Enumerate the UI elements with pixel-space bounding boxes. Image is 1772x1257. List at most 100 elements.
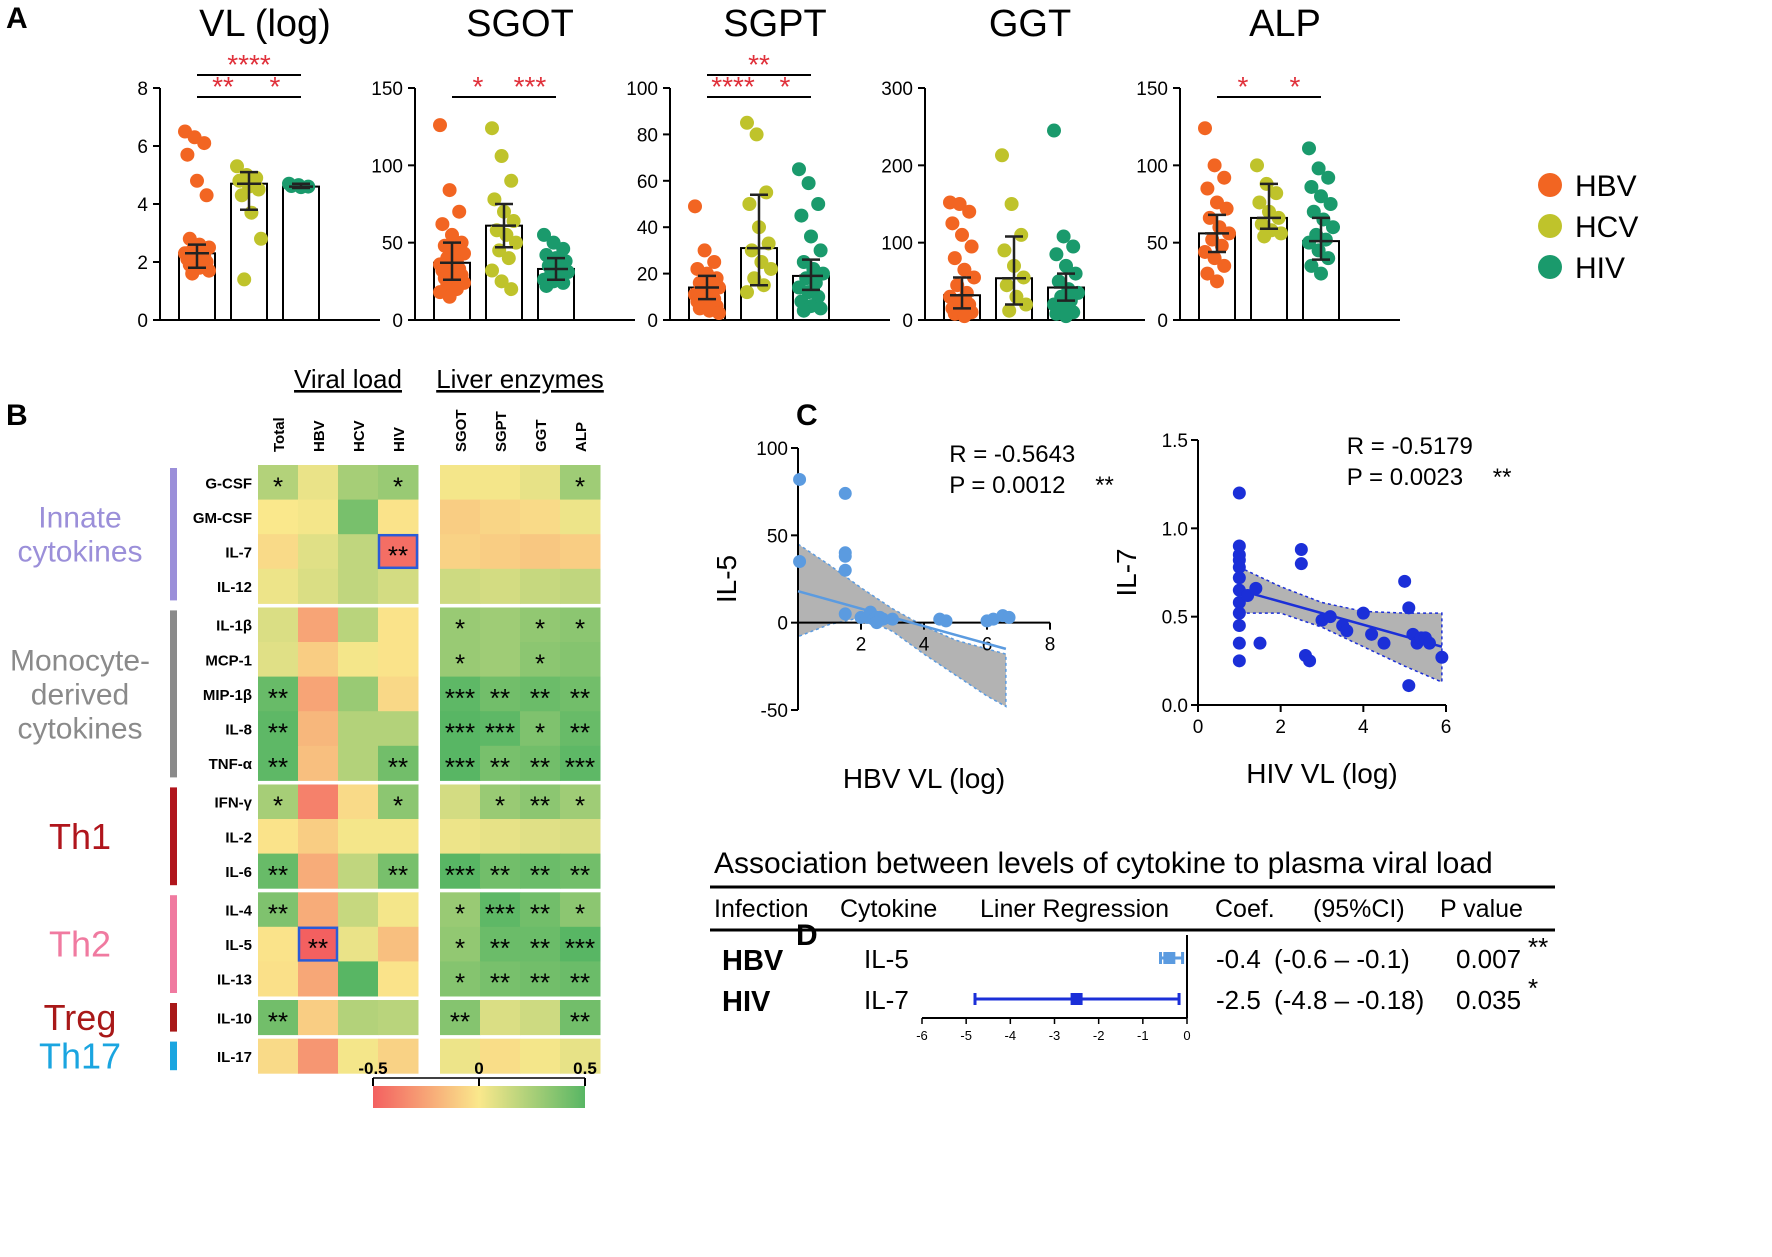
heatmap-vl-cell (378, 607, 419, 643)
panel-label-d: D (796, 919, 818, 952)
heatmap-le-cell (480, 711, 521, 747)
data-point-hcv (1004, 197, 1019, 211)
heatmap-le-cell (560, 853, 601, 889)
panel-label-a: A (6, 2, 28, 35)
data-point (838, 607, 852, 621)
heatmap-vl-cell (338, 499, 379, 535)
heatmap-vl-cell (258, 745, 299, 781)
row-group-label: Innate (38, 502, 121, 535)
forest-point (1163, 952, 1176, 964)
heatmap-vl-cell (338, 607, 379, 643)
data-point-hiv (1321, 170, 1336, 185)
heatmap-column-total: Total (271, 417, 288, 452)
data-point-hcv (749, 127, 764, 142)
heatmap-vl-cell (258, 1000, 299, 1036)
heatmap-le-cell (480, 607, 521, 643)
heatmap-column-hcv: HCV (351, 420, 368, 452)
data-point (1232, 636, 1246, 650)
plot-title: VL (log) (199, 3, 331, 45)
heatmap-row-label: IFN-γ (215, 795, 253, 812)
data-point-hbv (712, 306, 726, 321)
heatmap-vl-cell (298, 534, 339, 570)
data-point-hcv (504, 173, 519, 188)
legend-label-hiv: HIV (1575, 252, 1625, 285)
heatmap-le-stars: * (455, 648, 465, 678)
heatmap-le-stars: ** (490, 933, 510, 963)
heatmap-le-cell (520, 961, 561, 997)
heatmap-column-hiv: HIV (391, 427, 408, 452)
heatmap-column-ggt: GGT (533, 420, 550, 453)
data-point-hiv (794, 208, 809, 223)
data-point-hcv (234, 188, 249, 203)
significance-stars: ** (212, 71, 234, 102)
heatmap-le-cell (560, 534, 601, 570)
y-tick-label: 100 (626, 79, 658, 100)
data-point-hbv (964, 239, 979, 254)
heatmap-le-stars: * (535, 614, 545, 644)
heatmap-le-stars: *** (445, 752, 475, 782)
data-point (1365, 627, 1379, 641)
heatmap-highlight-box (377, 533, 419, 570)
heatmap-le-cell (560, 1000, 601, 1036)
data-point (1323, 610, 1337, 624)
data-point-hcv (1250, 158, 1264, 173)
forest-tick-label: -1 (1137, 1028, 1149, 1043)
table-header-2: Liner Regression (980, 895, 1169, 923)
data-point-hcv (764, 261, 778, 276)
heatmap-le-cell (560, 892, 601, 928)
heatmap-le-cell (440, 711, 481, 747)
forest-significance: * (1528, 973, 1538, 1003)
data-point-hbv (202, 263, 216, 278)
y-tick-label: 100 (371, 156, 403, 177)
heatmap-column-sgpt: SGPT (493, 411, 510, 452)
heatmap-le-stars: ** (490, 968, 510, 998)
heatmap-le-stars: ** (530, 791, 550, 821)
heatmap-vl-cell (298, 465, 339, 501)
significance-stars: * (270, 71, 281, 102)
data-point-hiv (1059, 258, 1073, 273)
heatmap-vl-cell (258, 676, 299, 712)
heatmap-vl-cell (298, 1000, 339, 1036)
heatmap-le-stars: * (495, 791, 505, 821)
heatmap-column-hbv: HBV (311, 420, 328, 452)
heatmap-le-cell (480, 961, 521, 997)
data-point (1232, 486, 1246, 500)
heatmap-le-stars: * (575, 899, 585, 929)
data-point-hcv (501, 251, 516, 266)
data-point-hiv (556, 275, 571, 290)
data-point (1232, 571, 1246, 585)
data-point-hcv (504, 282, 519, 297)
data-point-hbv (1219, 201, 1234, 216)
heatmap-vl-cell (298, 676, 339, 712)
colorbar-tick-label: 0.5 (573, 1059, 597, 1078)
y-axis-label: IL-7 (1111, 548, 1142, 596)
heatmap-vl-cell (378, 784, 419, 820)
heatmap-le-cell (520, 853, 561, 889)
heatmap-le-cell (520, 892, 561, 928)
row-group-label: derived (31, 678, 129, 711)
heatmap-le-cell (480, 926, 521, 962)
data-point-hiv (1304, 258, 1319, 273)
heatmap-vl-cell (338, 1000, 379, 1036)
y-tick-label: 200 (881, 156, 913, 177)
x-tick-label: 2 (1275, 717, 1286, 738)
heatmap-vl-cell (378, 892, 419, 928)
y-tick-label: 0 (137, 311, 148, 332)
data-point (1232, 560, 1246, 574)
table-header-5: P value (1440, 895, 1523, 923)
annotation-significance: ** (1095, 472, 1114, 499)
y-tick-label: -50 (761, 701, 788, 722)
data-point-hbv (950, 278, 965, 293)
legend-label-hcv: HCV (1575, 211, 1638, 244)
heatmap-vl-stars: ** (268, 899, 288, 929)
heatmap-vl-cell (338, 465, 379, 501)
data-point-hbv (199, 188, 214, 203)
data-point-hbv (1200, 266, 1215, 281)
heatmap-row-label: MCP-1 (205, 652, 252, 669)
heatmap-row-separator (440, 781, 600, 785)
heatmap-row-label: IL-1β (216, 618, 252, 635)
heatmap-le-cell (480, 568, 521, 604)
data-point-hiv (1306, 204, 1321, 219)
